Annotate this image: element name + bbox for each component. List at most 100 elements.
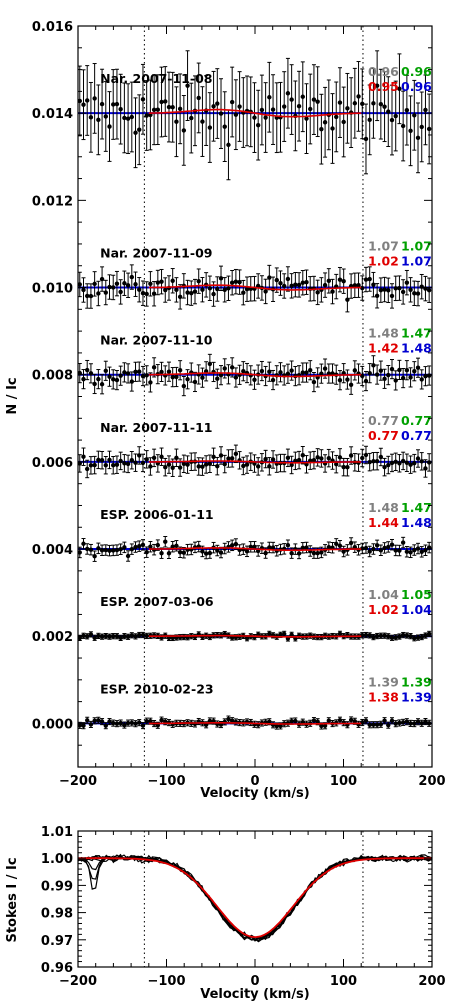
- data-point: [163, 539, 168, 544]
- data-point: [244, 636, 250, 641]
- data-point: [319, 456, 324, 461]
- y-tick-label: 1.00: [41, 852, 73, 867]
- data-point: [400, 458, 406, 464]
- data-point: [311, 550, 317, 556]
- data-point: [155, 107, 161, 112]
- data-point: [363, 136, 369, 142]
- data-point: [159, 369, 164, 375]
- data-point: [341, 464, 346, 470]
- data-point: [255, 464, 261, 469]
- data-point: [166, 551, 172, 556]
- data-point: [137, 369, 142, 374]
- data-point: [315, 290, 320, 295]
- data-point: [248, 544, 253, 550]
- y-tick-label: 0.97: [41, 934, 73, 949]
- data-point: [148, 281, 153, 286]
- data-point: [129, 458, 135, 463]
- data-point: [237, 104, 242, 109]
- data-point: [408, 462, 413, 467]
- data-point: [315, 719, 320, 724]
- data-point: [207, 125, 213, 130]
- data-point: [170, 105, 175, 110]
- data-point: [267, 719, 272, 724]
- data-point: [382, 464, 387, 470]
- data-point: [415, 546, 421, 551]
- data-point: [114, 377, 120, 383]
- data-point: [114, 101, 120, 107]
- data-point: [304, 545, 309, 550]
- data-point: [360, 455, 365, 461]
- data-point: [222, 124, 227, 129]
- data-point: [137, 453, 142, 458]
- value-blue: 1.39: [401, 689, 432, 704]
- bottom-y-axis-label: Stokes I / Ic: [5, 857, 20, 942]
- data-point: [371, 546, 376, 552]
- data-point: [200, 287, 205, 292]
- data-point: [226, 716, 231, 722]
- data-point: [415, 456, 421, 461]
- data-point: [85, 367, 90, 373]
- y-tick-label: 0.96: [41, 961, 73, 976]
- data-point: [356, 283, 361, 288]
- data-point: [382, 287, 387, 292]
- data-point: [88, 722, 94, 727]
- data-point: [99, 382, 105, 387]
- data-point: [77, 635, 82, 641]
- data-point: [352, 283, 358, 288]
- profile-label: Nar. 2007-11-10: [100, 333, 213, 348]
- data-point: [393, 548, 398, 553]
- y-tick-label: 1.01: [41, 825, 73, 840]
- data-point: [177, 465, 183, 470]
- value-blue: 0.96: [401, 79, 432, 94]
- data-point: [159, 99, 164, 105]
- data-point: [386, 634, 391, 639]
- data-point: [125, 634, 131, 640]
- data-point: [278, 723, 283, 729]
- data-point: [222, 366, 227, 371]
- value-green: 1.47: [401, 326, 432, 341]
- data-point: [111, 377, 116, 382]
- data-point: [166, 369, 172, 374]
- data-point: [382, 718, 387, 723]
- data-point: [356, 94, 361, 99]
- data-point: [367, 633, 372, 638]
- data-point: [259, 107, 265, 113]
- data-point: [114, 281, 120, 286]
- data-point: [133, 544, 138, 550]
- data-point: [415, 635, 421, 640]
- y-tick-label: 0.99: [41, 879, 73, 894]
- data-point: [267, 545, 272, 550]
- data-point: [326, 545, 332, 550]
- data-point: [229, 718, 235, 723]
- data-point: [337, 377, 343, 383]
- data-point: [155, 280, 161, 285]
- y-tick-label: 0.002: [32, 630, 73, 645]
- data-point: [122, 722, 127, 728]
- data-point: [352, 101, 358, 106]
- data-point: [237, 279, 242, 285]
- data-point: [308, 458, 313, 463]
- data-point: [140, 291, 146, 296]
- x-tick-label: 0: [250, 974, 259, 989]
- value-blue: 1.48: [401, 341, 432, 356]
- data-point: [118, 106, 123, 112]
- y-tick-label: 0.004: [32, 543, 73, 558]
- data-point: [360, 101, 365, 107]
- data-point: [408, 128, 413, 133]
- value-red: 1.02: [368, 602, 399, 617]
- data-point: [311, 718, 317, 723]
- data-point: [270, 545, 276, 550]
- data-point: [352, 544, 358, 550]
- data-point: [88, 547, 94, 552]
- data-point: [426, 373, 432, 378]
- data-point: [289, 550, 294, 556]
- profile-label: Nar. 2007-11-09: [100, 246, 212, 261]
- data-point: [311, 97, 317, 102]
- x-tick-label: −200: [59, 974, 97, 989]
- data-point: [129, 114, 135, 120]
- data-point: [107, 548, 112, 553]
- data-point: [107, 634, 112, 639]
- y-tick-label: 0.98: [41, 907, 73, 922]
- x-tick-label: −100: [147, 974, 185, 989]
- data-point: [174, 287, 179, 293]
